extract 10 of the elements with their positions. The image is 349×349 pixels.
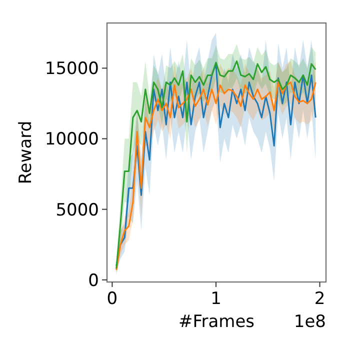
y-tick-label: 0 xyxy=(88,270,99,291)
text: 1e8 xyxy=(294,312,326,332)
y-tick-label: 10000 xyxy=(44,130,99,150)
y-tick-label: 15000 xyxy=(44,59,99,80)
x-axis-title: #Frames xyxy=(178,312,255,332)
x-tick-label: 1 xyxy=(210,289,222,309)
x-tick-label: 2 xyxy=(314,289,326,309)
x-tick-label: 0 xyxy=(106,289,118,309)
y-tick-label: 5000 xyxy=(56,200,99,220)
y-axis-title: Reward xyxy=(16,120,36,184)
